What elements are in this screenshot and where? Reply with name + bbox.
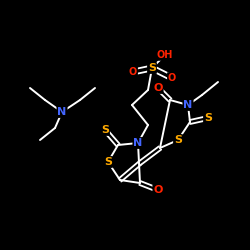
Text: N: N [58,107,66,117]
Text: N: N [184,100,192,110]
Text: N: N [134,138,142,148]
Text: S: S [104,157,112,167]
Text: S: S [204,113,212,123]
Text: O: O [129,67,137,77]
Text: S: S [101,125,109,135]
Text: OH: OH [157,50,173,60]
Text: S: S [148,63,156,73]
Text: S: S [174,135,182,145]
Text: O: O [153,83,163,93]
Text: O: O [168,73,176,83]
Text: O: O [153,185,163,195]
